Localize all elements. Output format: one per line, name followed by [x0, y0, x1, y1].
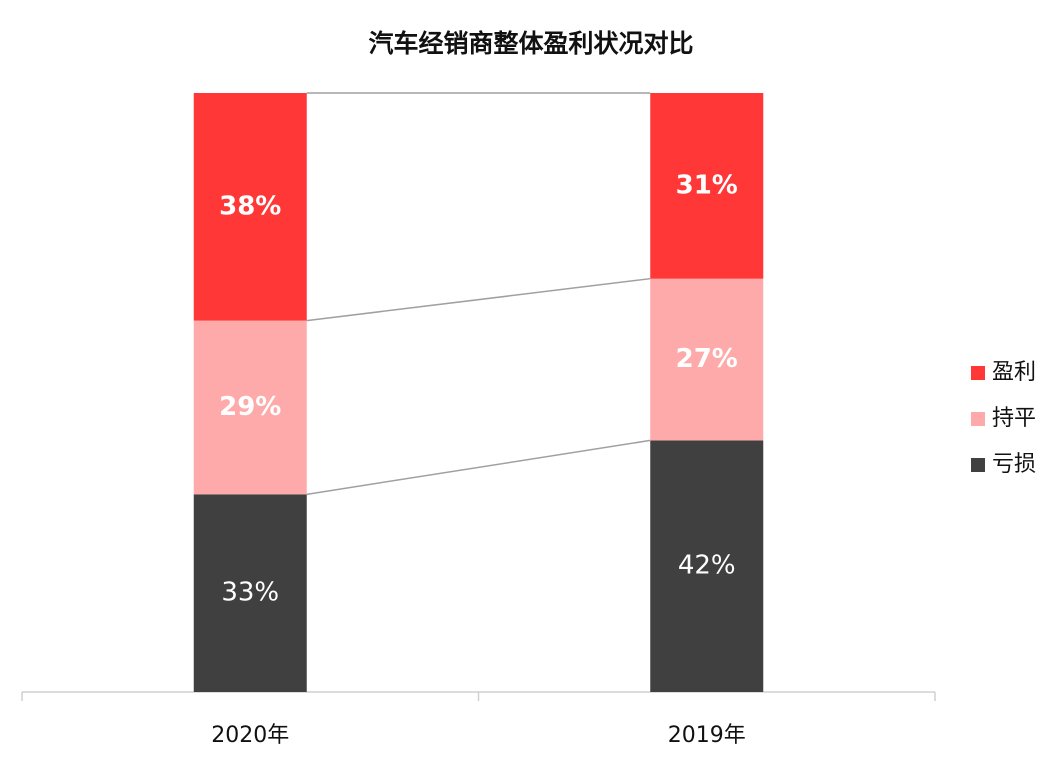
value-label: 31% — [676, 170, 738, 200]
legend-swatch — [971, 412, 985, 426]
bar-segment — [193, 320, 307, 495]
bar-segment — [650, 440, 764, 692]
value-label: 27% — [676, 344, 738, 374]
x-tick-label: 2019年 — [668, 723, 746, 748]
value-label: 29% — [219, 392, 281, 422]
series-line — [306, 439, 651, 496]
legend-swatch — [971, 458, 985, 472]
chart-title: 汽车经销商整体盈利状况对比 — [368, 29, 693, 58]
value-label: 42% — [678, 551, 736, 581]
legend-label: 盈利 — [992, 360, 1036, 385]
bar-segment — [193, 494, 307, 692]
value-label: 33% — [221, 578, 279, 608]
legend-label: 持平 — [992, 406, 1036, 431]
x-tick-label: 2020年 — [211, 723, 289, 748]
series-line — [306, 277, 651, 322]
bar-segment — [193, 93, 307, 321]
legend-label: 亏损 — [992, 452, 1036, 477]
value-label: 38% — [219, 191, 281, 221]
legend-swatch — [971, 366, 985, 380]
bar-segment — [650, 93, 764, 279]
bar-segment — [650, 278, 764, 441]
